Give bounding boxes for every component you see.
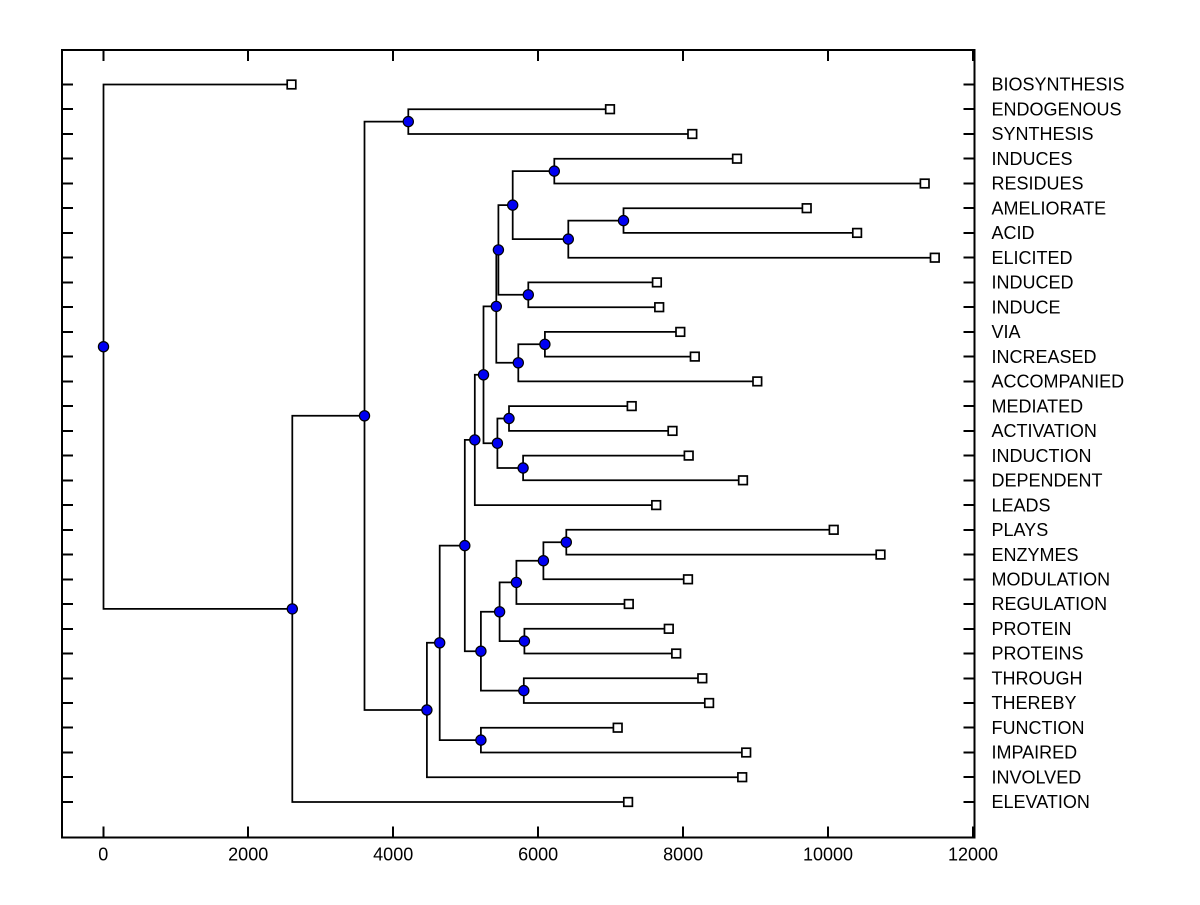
svg-text:INDUCE: INDUCE <box>992 297 1061 317</box>
svg-text:INDUCTION: INDUCTION <box>992 446 1092 466</box>
svg-text:ACCOMPANIED: ACCOMPANIED <box>992 372 1125 392</box>
svg-text:FUNCTION: FUNCTION <box>992 718 1085 738</box>
svg-text:10000: 10000 <box>803 845 853 865</box>
svg-text:ELEVATION: ELEVATION <box>992 792 1090 812</box>
svg-text:SYNTHESIS: SYNTHESIS <box>992 124 1094 144</box>
svg-text:PLAYS: PLAYS <box>992 520 1049 540</box>
svg-text:THROUGH: THROUGH <box>992 669 1083 689</box>
svg-text:INDUCED: INDUCED <box>992 273 1074 293</box>
svg-text:PROTEINS: PROTEINS <box>992 644 1084 664</box>
svg-text:8000: 8000 <box>663 845 703 865</box>
svg-text:ENDOGENOUS: ENDOGENOUS <box>992 99 1122 119</box>
svg-text:12000: 12000 <box>948 845 998 865</box>
svg-text:DEPENDENT: DEPENDENT <box>992 471 1103 491</box>
svg-text:INCREASED: INCREASED <box>992 347 1097 367</box>
svg-text:4000: 4000 <box>373 845 413 865</box>
svg-text:RESIDUES: RESIDUES <box>992 174 1084 194</box>
svg-text:MEDIATED: MEDIATED <box>992 396 1084 416</box>
svg-text:BIOSYNTHESIS: BIOSYNTHESIS <box>992 75 1125 95</box>
svg-text:REGULATION: REGULATION <box>992 594 1108 614</box>
svg-text:ELICITED: ELICITED <box>992 248 1073 268</box>
svg-text:INVOLVED: INVOLVED <box>992 767 1082 787</box>
svg-text:ACID: ACID <box>992 223 1035 243</box>
svg-text:AMELIORATE: AMELIORATE <box>992 198 1107 218</box>
svg-text:IMPAIRED: IMPAIRED <box>992 743 1078 763</box>
svg-text:MODULATION: MODULATION <box>992 570 1111 590</box>
svg-text:0: 0 <box>98 845 108 865</box>
svg-text:ACTIVATION: ACTIVATION <box>992 421 1097 441</box>
svg-text:INDUCES: INDUCES <box>992 149 1073 169</box>
svg-text:VIA: VIA <box>992 322 1021 342</box>
svg-text:PROTEIN: PROTEIN <box>992 619 1072 639</box>
svg-text:ENZYMES: ENZYMES <box>992 545 1079 565</box>
svg-text:LEADS: LEADS <box>992 495 1051 515</box>
svg-text:THEREBY: THEREBY <box>992 693 1077 713</box>
svg-text:2000: 2000 <box>228 845 268 865</box>
svg-text:6000: 6000 <box>518 845 558 865</box>
